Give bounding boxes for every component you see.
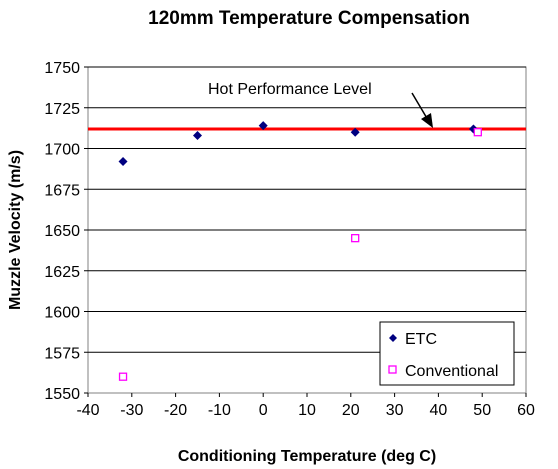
conventional-point xyxy=(118,372,128,381)
x-tick-label: 50 xyxy=(473,402,491,419)
etc-point xyxy=(118,157,128,167)
y-tick-label: 1550 xyxy=(44,386,80,403)
y-tick-label: 1700 xyxy=(44,142,80,159)
y-tick-label: 1625 xyxy=(44,264,80,281)
x-tick-label: -30 xyxy=(120,402,143,419)
y-tick-label: 1750 xyxy=(44,60,80,77)
y-tick-label: 1575 xyxy=(44,345,80,362)
x-tick-label: 40 xyxy=(430,402,448,419)
x-axis-title: Conditioning Temperature (deg C) xyxy=(178,448,436,465)
legend-conventional-label: Conventional xyxy=(405,363,498,380)
legend-etc-label: ETC xyxy=(405,331,437,348)
x-tick-labels: -40 -30 -20 -10 0 10 20 30 40 50 60 xyxy=(76,393,535,419)
etc-point xyxy=(193,130,202,140)
y-tick-label: 1725 xyxy=(44,101,80,118)
x-tick-label: 60 xyxy=(517,402,535,419)
legend-box xyxy=(379,321,515,386)
legend: ETC Conventional xyxy=(379,321,515,386)
y-tick-label: 1675 xyxy=(44,182,80,199)
chart-title: 120mm Temperature Compensation xyxy=(148,8,470,29)
etc-point xyxy=(258,121,268,131)
x-tick-label: 20 xyxy=(342,402,360,419)
annotation-arrowhead xyxy=(421,113,433,128)
legend-etc-marker xyxy=(389,334,397,342)
y-tick-label: 1650 xyxy=(44,223,80,240)
y-tick-labels: 1550 1575 1600 1625 1650 1675 1700 1725 1750 xyxy=(44,60,88,403)
x-tick-label: -20 xyxy=(164,402,187,419)
conventional-point xyxy=(351,233,360,243)
x-tick-label: 10 xyxy=(298,402,316,419)
etc-point xyxy=(350,127,360,137)
x-tick-label: 0 xyxy=(259,402,268,419)
x-tick-label: 30 xyxy=(386,402,404,419)
conventional-point xyxy=(473,128,482,137)
data-points xyxy=(118,121,482,381)
hot-performance-label: Hot Performance Level xyxy=(208,81,372,98)
x-tick-label: -10 xyxy=(208,402,231,419)
legend-conventional-marker xyxy=(388,365,397,374)
y-tick-label: 1600 xyxy=(44,305,80,322)
annotation-arrow-shaft xyxy=(411,92,429,121)
x-tick-label: -40 xyxy=(76,402,99,419)
y-axis-title: Muzzle Velocity (m/s) xyxy=(7,150,24,310)
